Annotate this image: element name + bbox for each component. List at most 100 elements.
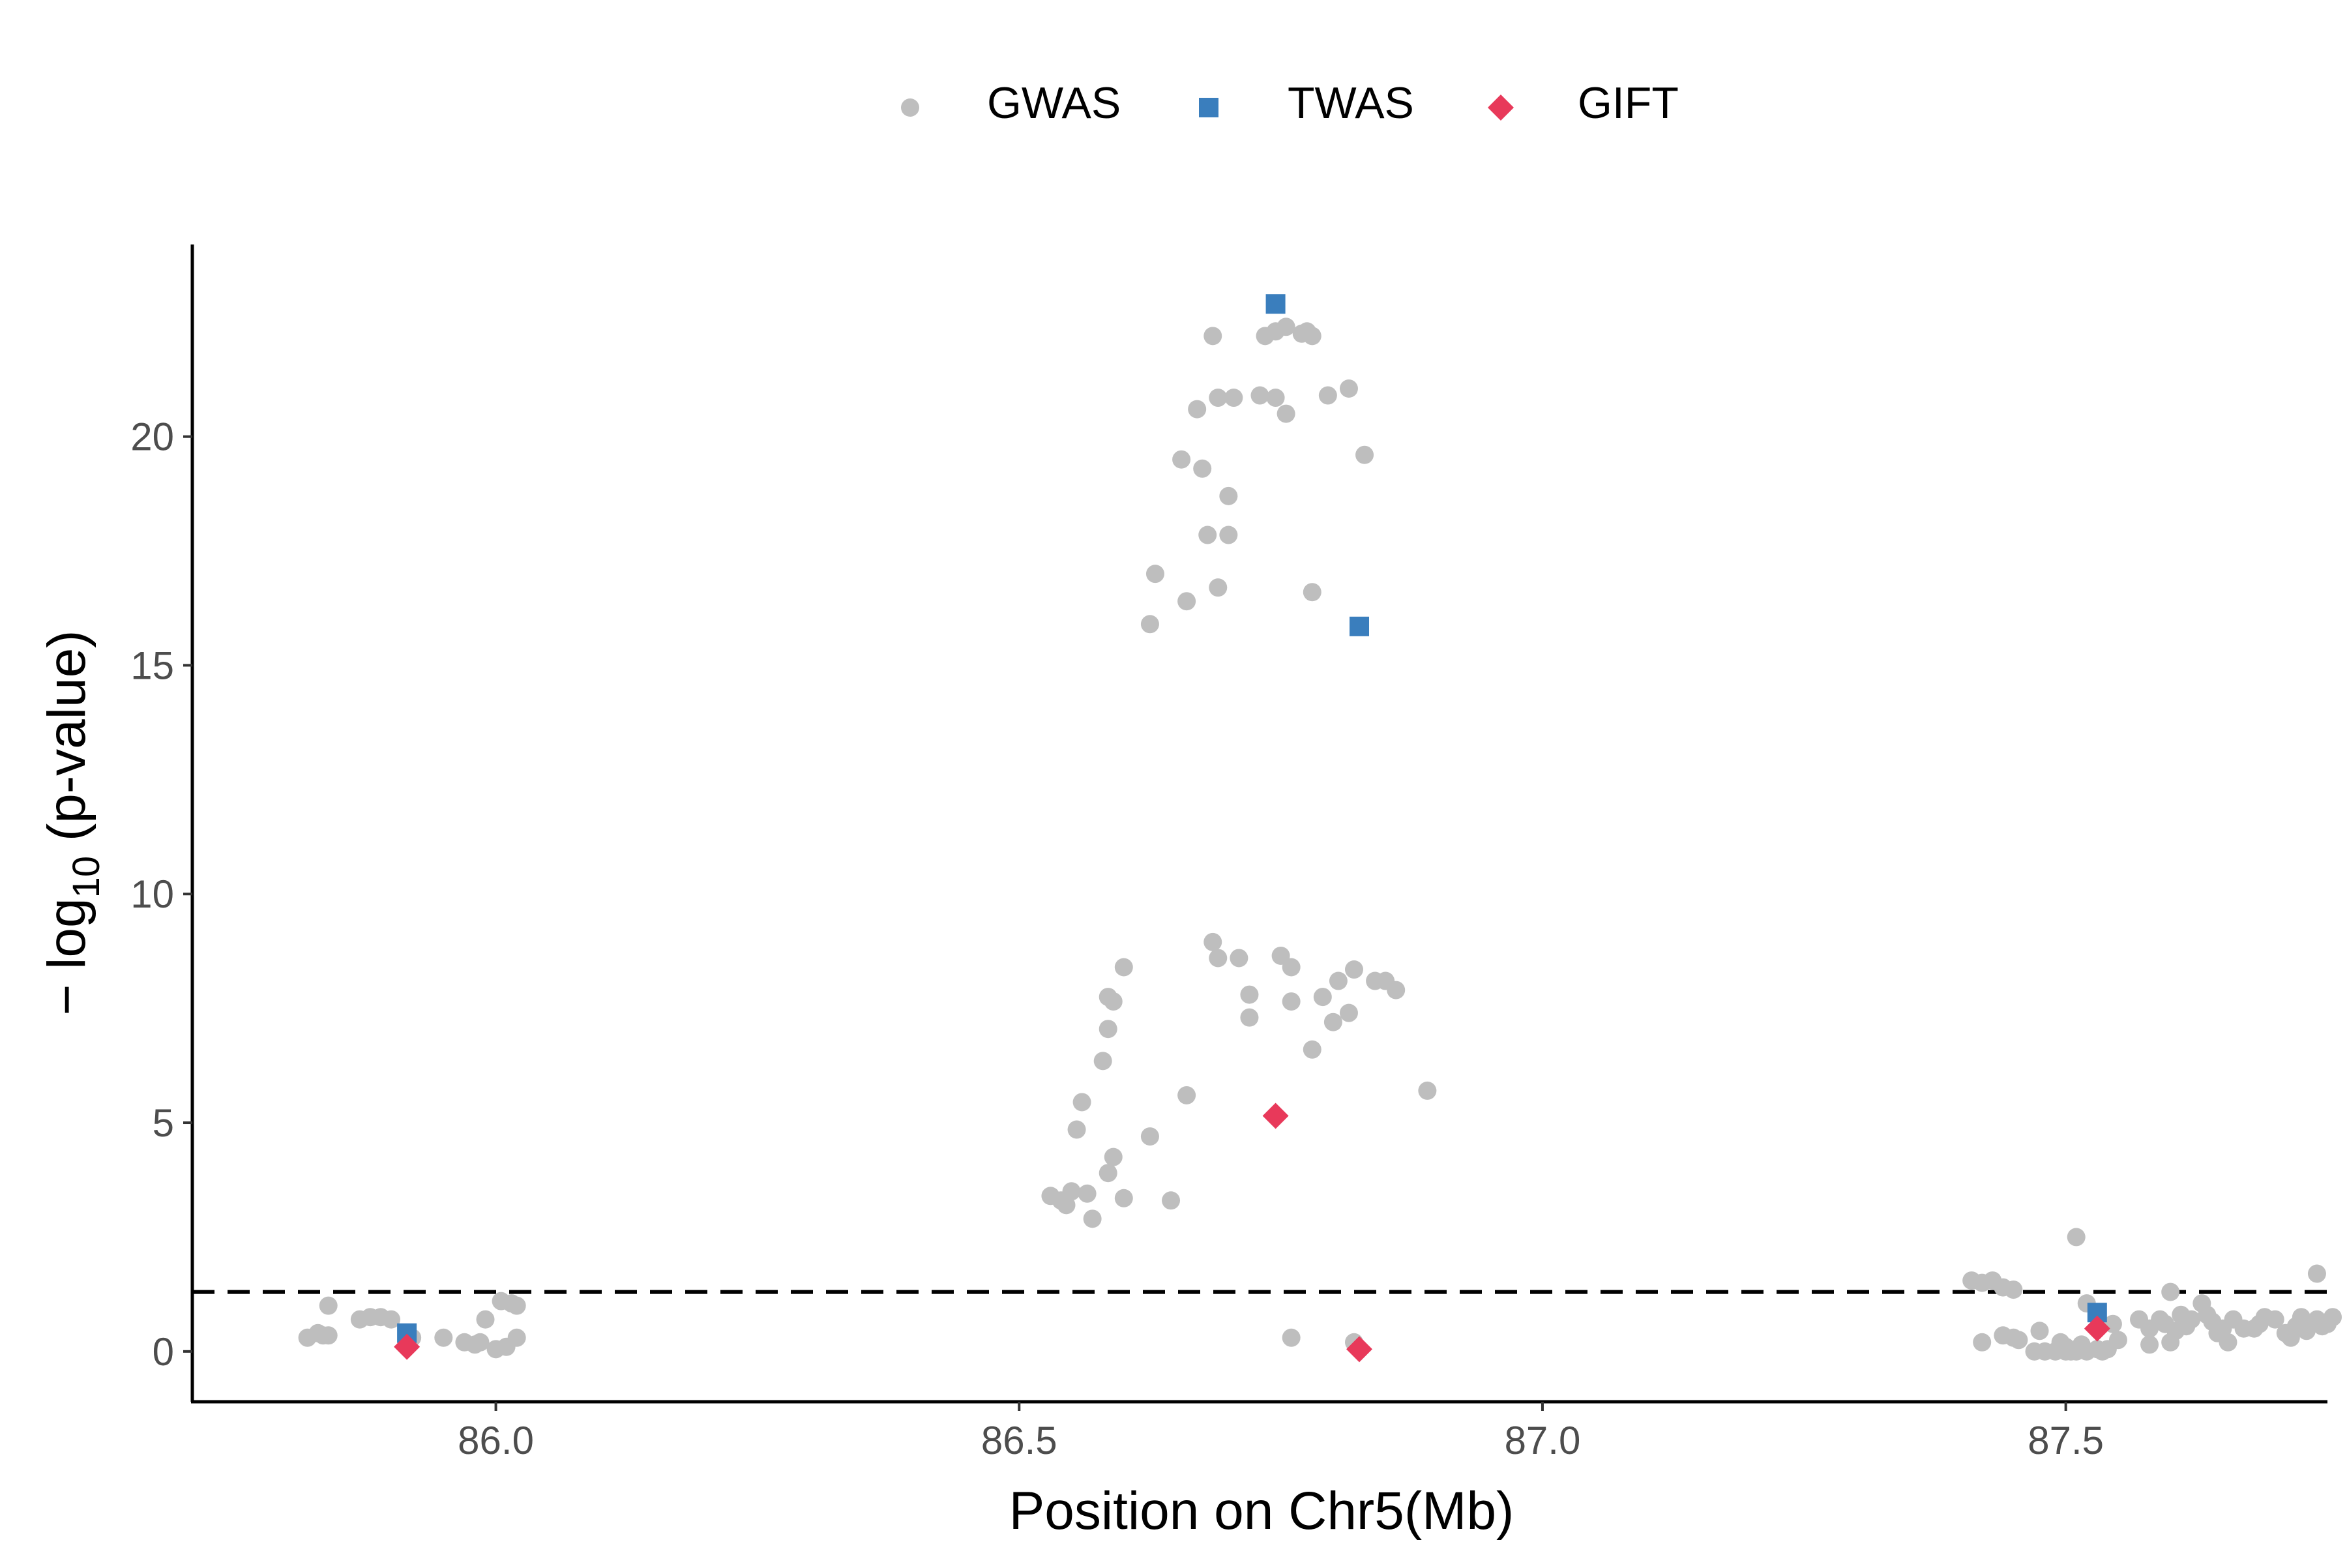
gwas-point xyxy=(1203,327,1222,346)
gwas-point xyxy=(1114,1189,1133,1207)
y-axis-title-subscript: 10 xyxy=(65,856,108,898)
x-tick-label: 86.0 xyxy=(458,1419,534,1462)
gwas-point xyxy=(2088,1340,2106,1359)
y-axis-title: − log10 (p-value) xyxy=(37,630,108,1016)
gwas-point xyxy=(1418,1081,1437,1100)
x-axis-title: Position on Chr5(Mb) xyxy=(1009,1481,1514,1541)
legend-marker-gift xyxy=(1488,95,1514,121)
gwas-point xyxy=(1282,958,1301,977)
x-tick-label: 87.0 xyxy=(1505,1419,1581,1462)
gift-point xyxy=(1262,1102,1289,1129)
gwas-point xyxy=(2056,1337,2075,1356)
gwas-point xyxy=(1303,1040,1321,1059)
gwas-point xyxy=(1188,400,1207,419)
gwas-point xyxy=(382,1310,401,1329)
legend: GWAS TWAS GIFT xyxy=(901,78,1679,128)
gwas-point xyxy=(2009,1331,2028,1350)
y-tick-label: 15 xyxy=(130,643,174,687)
gwas-point xyxy=(1277,404,1295,423)
gwas-point xyxy=(1104,1147,1123,1166)
gwas-point xyxy=(1209,389,1228,407)
legend-label-gwas: GWAS xyxy=(987,78,1121,128)
y-axis-title-prefix: − log xyxy=(37,898,96,1015)
gwas-point xyxy=(1099,988,1117,1007)
gwas-point xyxy=(507,1328,526,1347)
twas-point xyxy=(1265,294,1286,314)
gwas-point xyxy=(1277,318,1295,336)
gwas-point xyxy=(1219,486,1238,505)
gwas-point xyxy=(2161,1282,2180,1301)
gwas-point xyxy=(1973,1333,1992,1352)
y-ticks: 0 5 10 15 20 xyxy=(130,415,192,1374)
gwas-point xyxy=(1303,583,1321,602)
y-tick-label: 10 xyxy=(130,872,174,916)
gwas-point xyxy=(1177,592,1196,611)
gwas-point xyxy=(1072,1093,1091,1112)
gwas-point xyxy=(1083,1209,1102,1228)
x-ticks: 86.0 86.5 87.0 87.5 xyxy=(458,1402,2104,1462)
gwas-point xyxy=(1209,949,1228,968)
gwas-point xyxy=(1224,389,1243,407)
gwas-point xyxy=(319,1326,338,1345)
gwas-point xyxy=(1203,932,1222,951)
gwas-point xyxy=(1099,1164,1117,1183)
gwas-point xyxy=(1303,327,1321,346)
legend-label-twas: TWAS xyxy=(1288,78,1414,128)
gwas-point xyxy=(1172,450,1191,469)
gwas-point xyxy=(1323,1013,1342,1031)
y-axis-title-suffix: (p-value) xyxy=(37,630,96,856)
gwas-point xyxy=(1344,960,1363,979)
gwas-point xyxy=(2140,1335,2159,1354)
gwas-point xyxy=(1057,1196,1076,1215)
gwas-point xyxy=(476,1310,495,1329)
y-tick-label: 0 xyxy=(153,1330,174,1374)
gwas-point xyxy=(1250,386,1269,405)
gift-point xyxy=(2084,1315,2110,1342)
gwas-point xyxy=(2030,1322,2049,1340)
gwas-point xyxy=(1162,1191,1181,1210)
gwas-point xyxy=(1266,389,1285,407)
axes: 86.0 86.5 87.0 87.5 0 5 10 15 20 xyxy=(130,244,2327,1462)
data-points xyxy=(298,294,2342,1363)
gwas-point xyxy=(1219,525,1238,544)
gwas-point xyxy=(2072,1335,2091,1354)
legend-label-gift: GIFT xyxy=(1578,78,1679,128)
gift-point xyxy=(1346,1336,1373,1363)
gwas-point xyxy=(1140,615,1159,634)
x-tick-label: 86.5 xyxy=(981,1419,1057,1462)
gwas-point xyxy=(1339,1003,1358,1022)
legend-marker-twas xyxy=(1199,98,1218,117)
gwas-point xyxy=(1355,445,1374,464)
gwas-point xyxy=(1114,958,1133,977)
gwas-point xyxy=(1313,988,1332,1007)
gwas-point xyxy=(2004,1280,2023,1299)
gwas-point xyxy=(2266,1310,2284,1329)
gwas-point xyxy=(1339,379,1358,398)
gwas-point xyxy=(2324,1308,2342,1327)
gift-point xyxy=(394,1333,421,1360)
gwas-point xyxy=(1067,1120,1086,1139)
gwas-point xyxy=(1140,1127,1159,1146)
gwas-point xyxy=(1062,1182,1081,1201)
gwas-point xyxy=(1318,386,1337,405)
gwas-point xyxy=(319,1296,338,1315)
gwas-point xyxy=(1145,565,1164,584)
gwas-point xyxy=(1329,971,1348,990)
gwas-point xyxy=(2219,1333,2237,1352)
x-tick-label: 87.5 xyxy=(2028,1419,2104,1462)
gwas-point xyxy=(1282,1328,1301,1347)
y-tick-label: 20 xyxy=(130,415,174,459)
legend-marker-gwas xyxy=(901,98,919,117)
gwas-point xyxy=(1240,985,1259,1004)
gwas-point xyxy=(1240,1008,1259,1027)
gwas-point xyxy=(1078,1184,1097,1203)
y-tick-label: 5 xyxy=(153,1101,174,1145)
gwas-point xyxy=(471,1333,490,1352)
gwas-point xyxy=(507,1296,526,1315)
gwas-point xyxy=(1198,525,1217,544)
gwas-point xyxy=(2067,1228,2086,1247)
gwas-point xyxy=(2307,1264,2326,1283)
gwas-point xyxy=(1387,981,1406,999)
